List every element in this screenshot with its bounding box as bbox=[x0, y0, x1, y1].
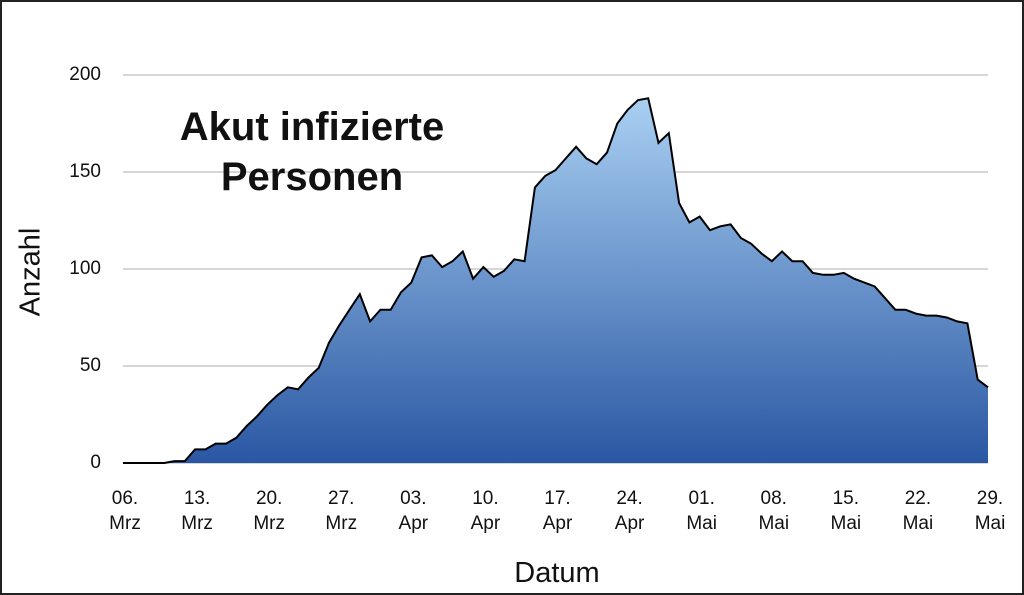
y-tick-label: 200 bbox=[69, 64, 101, 85]
x-tick-label: 15. Mai bbox=[830, 488, 862, 534]
x-tick-label: 13. Mrz bbox=[181, 488, 213, 534]
x-tick-label: 08. Mai bbox=[758, 488, 790, 534]
y-tick-label: 100 bbox=[69, 258, 101, 279]
x-tick-label: 10. Apr bbox=[470, 488, 501, 534]
x-tick-label: 03. Apr bbox=[398, 488, 429, 534]
y-tick-label: 0 bbox=[90, 452, 101, 473]
x-tick-label: 29. Mai bbox=[974, 488, 1006, 534]
area bbox=[123, 98, 988, 464]
y-axis-label: Anzahl bbox=[15, 228, 47, 317]
x-tick-label: 27. Mrz bbox=[325, 488, 358, 534]
x-tick-label: 24. Apr bbox=[614, 488, 645, 534]
y-tick-label: 150 bbox=[69, 161, 101, 182]
x-tick-label: 17. Apr bbox=[542, 488, 573, 534]
area-outline bbox=[123, 97, 989, 464]
x-axis-label: Datum bbox=[514, 557, 600, 589]
x-tick-label: 22. Mai bbox=[902, 488, 934, 534]
x-tick-label: 06. Mrz bbox=[109, 488, 141, 534]
chart-title: Akut infizierte Personen bbox=[179, 105, 445, 199]
y-tick-label: 50 bbox=[80, 355, 101, 376]
x-tick-label: 20. Mrz bbox=[253, 488, 285, 534]
x-tick-label: 01. Mai bbox=[686, 488, 717, 534]
